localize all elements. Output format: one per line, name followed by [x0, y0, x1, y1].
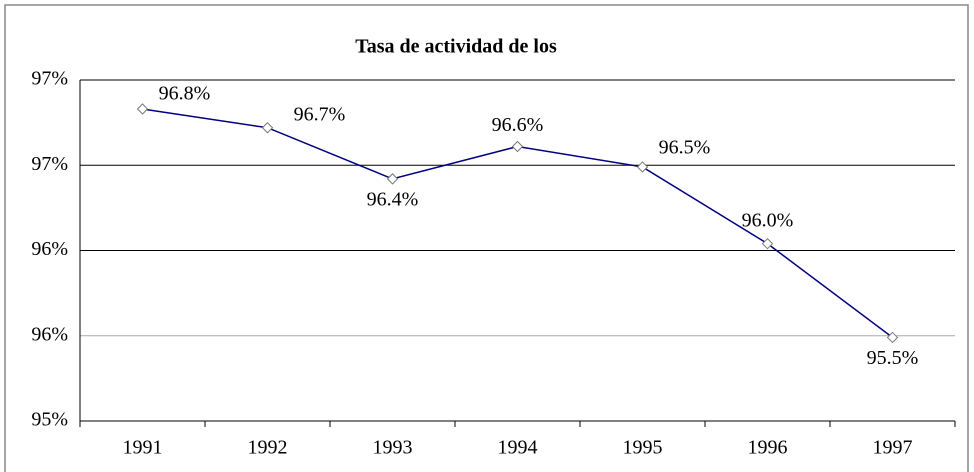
x-tick-label: 1994 — [498, 437, 538, 459]
chart-title: Tasa de actividad de los — [355, 36, 557, 58]
x-tick-label: 1993 — [373, 437, 413, 459]
data-label: 96.0% — [742, 209, 794, 231]
y-tick-label: 97% — [31, 68, 68, 90]
x-tick-label: 1997 — [873, 437, 913, 459]
marker — [261, 122, 274, 134]
data-label: 96.4% — [367, 188, 419, 210]
x-tick-label: 1996 — [748, 437, 788, 459]
chart-border — [4, 4, 969, 472]
marker — [511, 140, 524, 153]
x-tick-label: 1995 — [623, 437, 663, 459]
marker — [761, 237, 774, 250]
data-label: 96.5% — [659, 137, 711, 159]
x-tick-label: 1992 — [248, 437, 288, 459]
y-tick-label: 97% — [31, 153, 68, 175]
data-label: 95.5% — [867, 347, 919, 369]
y-tick-label: 96% — [31, 238, 68, 260]
y-tick-label: 96% — [31, 323, 68, 345]
marker — [136, 103, 149, 115]
y-tick-label: 95% — [31, 409, 68, 431]
marker — [636, 161, 649, 173]
data-label: 96.8% — [159, 83, 211, 105]
x-tick-label: 1991 — [123, 437, 163, 459]
data-label: 96.6% — [492, 114, 544, 136]
data-label: 96.7% — [294, 103, 346, 125]
marker — [386, 173, 399, 185]
marker — [886, 331, 899, 344]
